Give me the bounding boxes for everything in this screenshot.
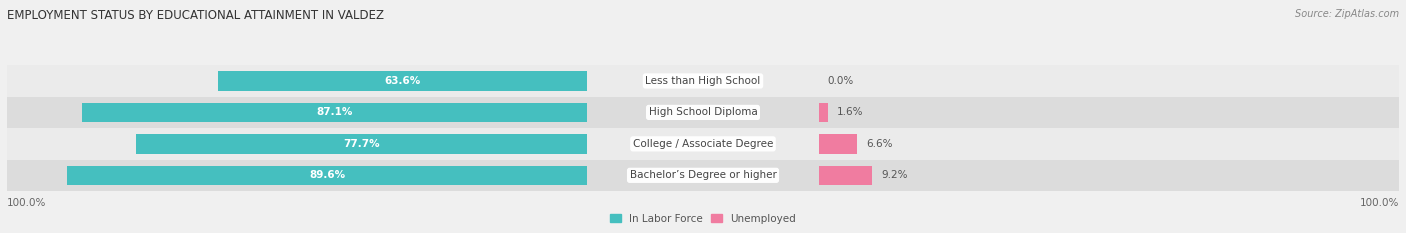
Bar xyxy=(818,134,858,154)
Legend: In Labor Force, Unemployed: In Labor Force, Unemployed xyxy=(606,209,800,228)
Text: College / Associate Degree: College / Associate Degree xyxy=(633,139,773,149)
Text: EMPLOYMENT STATUS BY EDUCATIONAL ATTAINMENT IN VALDEZ: EMPLOYMENT STATUS BY EDUCATIONAL ATTAINM… xyxy=(7,9,384,22)
Bar xyxy=(818,128,1399,160)
Bar xyxy=(7,160,588,191)
Text: Bachelor’s Degree or higher: Bachelor’s Degree or higher xyxy=(630,170,776,180)
Text: 87.1%: 87.1% xyxy=(316,107,353,117)
Bar xyxy=(588,97,818,128)
Bar xyxy=(818,103,828,122)
Bar xyxy=(67,166,588,185)
Text: 1.6%: 1.6% xyxy=(837,107,863,117)
Bar xyxy=(818,65,1399,97)
Bar xyxy=(588,128,818,160)
Bar xyxy=(7,97,588,128)
Bar xyxy=(7,65,588,97)
Bar xyxy=(82,103,588,122)
Bar xyxy=(588,65,818,97)
Bar xyxy=(7,65,588,97)
Text: 77.7%: 77.7% xyxy=(343,139,380,149)
Bar xyxy=(818,128,1399,160)
Bar xyxy=(818,160,1399,191)
Text: 9.2%: 9.2% xyxy=(882,170,907,180)
Bar xyxy=(588,65,818,97)
Bar xyxy=(7,97,588,128)
Bar xyxy=(818,97,1399,128)
Bar xyxy=(818,97,1399,128)
Bar xyxy=(588,160,818,191)
Bar xyxy=(136,134,588,154)
Text: 89.6%: 89.6% xyxy=(309,170,346,180)
Text: Source: ZipAtlas.com: Source: ZipAtlas.com xyxy=(1295,9,1399,19)
Bar xyxy=(818,160,1399,191)
Bar xyxy=(818,166,872,185)
Bar xyxy=(7,128,588,160)
Text: 63.6%: 63.6% xyxy=(384,76,420,86)
Bar xyxy=(7,128,588,160)
Bar xyxy=(588,128,818,160)
Text: 100.0%: 100.0% xyxy=(1360,198,1399,208)
Text: 100.0%: 100.0% xyxy=(7,198,46,208)
Text: 0.0%: 0.0% xyxy=(828,76,853,86)
Bar xyxy=(588,97,818,128)
Bar xyxy=(588,160,818,191)
Text: 6.6%: 6.6% xyxy=(866,139,893,149)
Text: Less than High School: Less than High School xyxy=(645,76,761,86)
Text: High School Diploma: High School Diploma xyxy=(648,107,758,117)
Bar xyxy=(7,160,588,191)
Bar xyxy=(818,65,1399,97)
Bar xyxy=(218,71,588,91)
